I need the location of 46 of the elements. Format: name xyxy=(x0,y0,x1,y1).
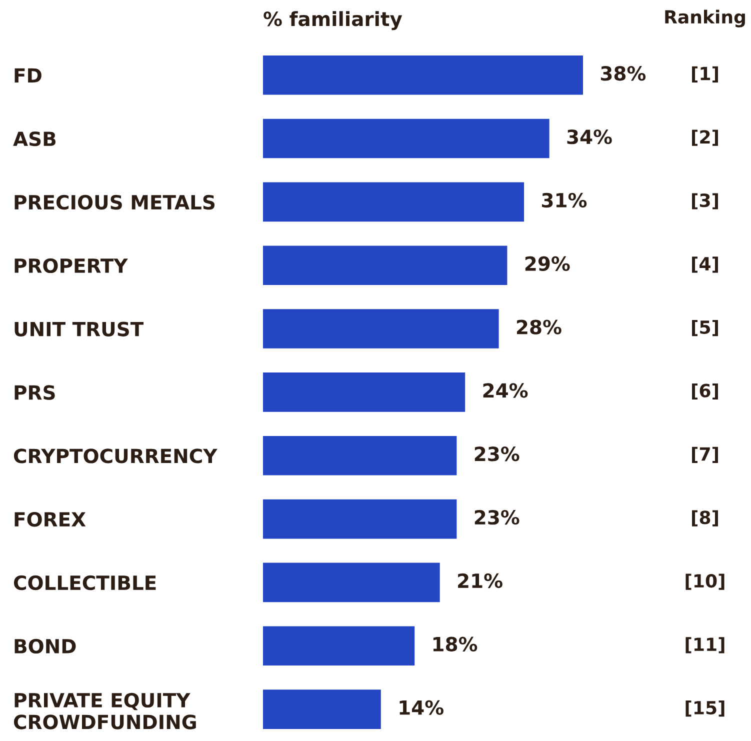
bar xyxy=(263,690,381,729)
data-label: 29% xyxy=(525,256,570,271)
text: [10] xyxy=(686,574,724,590)
text: [5] xyxy=(692,320,718,336)
data-label: 34% xyxy=(567,129,612,144)
bar xyxy=(263,436,457,476)
bar xyxy=(263,499,457,539)
data-label: 18% xyxy=(433,636,478,652)
bar xyxy=(263,118,550,158)
bar xyxy=(263,562,440,602)
data-label: 31% xyxy=(542,192,587,208)
y-tick-label: BOND xyxy=(14,638,76,654)
data-label: 38% xyxy=(600,66,646,81)
text: [11] xyxy=(686,637,724,654)
y-tick-label: COLLECTIBLE xyxy=(14,575,156,590)
text: [8] xyxy=(692,510,718,526)
data-label: 21% xyxy=(458,573,502,588)
data-label: 23% xyxy=(474,446,520,462)
text: [6] xyxy=(692,383,718,400)
bar xyxy=(263,246,508,286)
text: Ranking xyxy=(665,10,745,28)
y-tick-label: PROPERTY xyxy=(14,258,128,274)
y-tick-label: CRYPTOCURRENCY xyxy=(14,448,218,464)
text: [1] xyxy=(692,66,718,82)
bar xyxy=(263,182,524,222)
x-axis-title: % familiarity xyxy=(264,11,402,30)
y-tick-label: UNIT TRUST xyxy=(14,322,144,336)
bar xyxy=(263,626,415,666)
data-label: 28% xyxy=(516,320,562,334)
text: [3] xyxy=(692,193,718,210)
data-label: 23% xyxy=(474,510,520,525)
text: [4] xyxy=(692,256,718,273)
y-tick-label: PRS xyxy=(14,385,55,400)
text: [15] xyxy=(686,700,724,717)
y-tick-label: ASB xyxy=(13,131,56,146)
bar xyxy=(263,372,466,412)
y-tick-label: FOREX xyxy=(14,512,86,527)
bar xyxy=(263,55,583,95)
y-tick-label: PRECIOUS METALS xyxy=(14,194,215,210)
y-tick-label: PRIVATE EQUITY CROWDFUNDING xyxy=(14,692,196,730)
y-tick-label: FD xyxy=(14,68,42,82)
data-label: 14% xyxy=(400,700,444,715)
bar xyxy=(263,309,499,348)
data-label: 24% xyxy=(483,383,528,398)
text: [2] xyxy=(692,130,718,146)
text: [7] xyxy=(692,446,718,463)
